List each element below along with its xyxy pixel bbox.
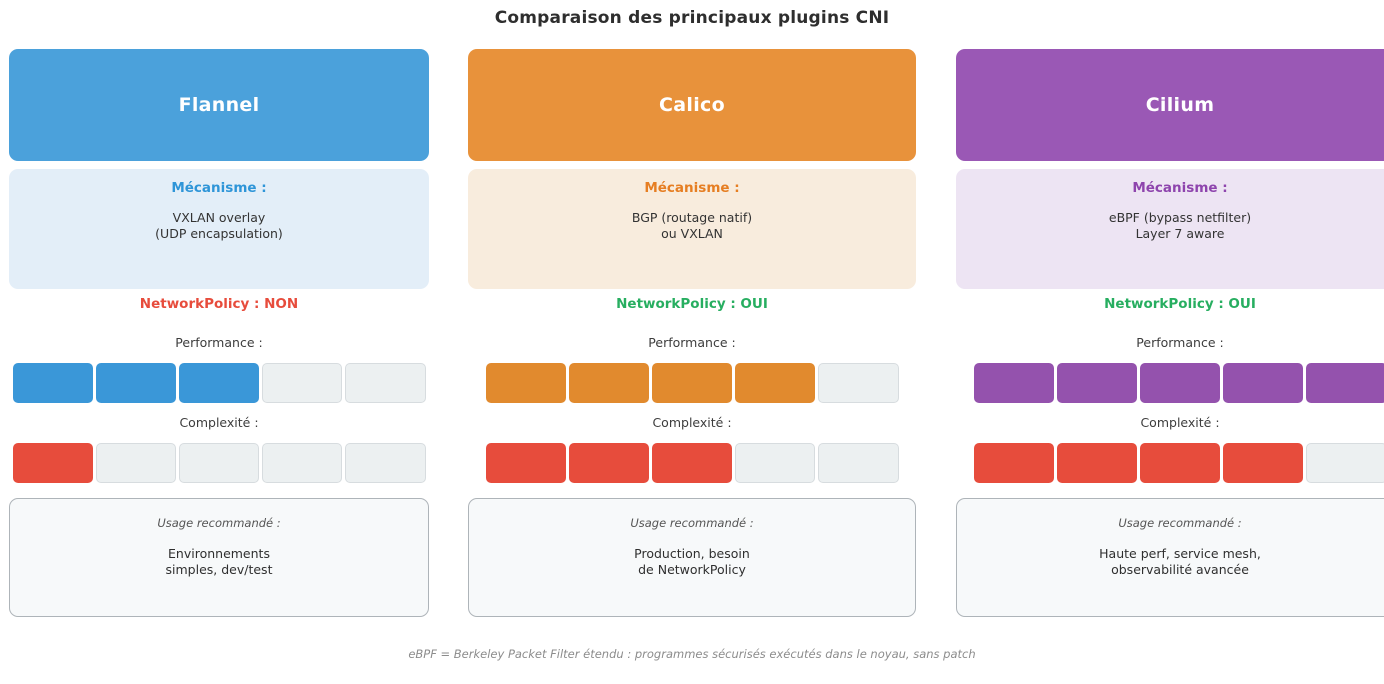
mechanism-card: Mécanisme : BGP (routage natif) ou VXLAN (468, 169, 916, 289)
complexity-label: Complexité : (179, 415, 259, 430)
network-policy-text: NetworkPolicy : OUI (616, 296, 768, 312)
complexity-segment (1056, 443, 1137, 483)
performance-segment (1223, 363, 1304, 403)
plugin-header-card: Calico (468, 49, 916, 161)
performance-label: Performance : (175, 335, 263, 350)
performance-segment (818, 363, 899, 403)
performance-segment (485, 363, 566, 403)
performance-segment (345, 363, 426, 403)
complexity-bar (485, 443, 899, 483)
mechanism-title: Mécanisme : (171, 180, 267, 196)
complexity-segment (973, 443, 1054, 483)
performance-segment (1056, 363, 1137, 403)
mechanism-card: Mécanisme : VXLAN overlay (UDP encapsula… (9, 169, 429, 289)
usage-line: observabilité avancée (1111, 561, 1249, 577)
mechanism-title: Mécanisme : (644, 180, 740, 196)
footnote: eBPF = Berkeley Packet Filter étendu : p… (408, 647, 976, 661)
network-policy-text: NetworkPolicy : NON (139, 296, 299, 312)
usage-description: Environnements simples, dev/test (10, 546, 428, 577)
complexity-segment (345, 443, 426, 483)
complexity-segment (95, 443, 176, 483)
mechanism-line: VXLAN overlay (172, 210, 266, 225)
usage-line: simples, dev/test (165, 561, 273, 577)
usage-line: Haute perf, service mesh, (1099, 546, 1261, 561)
usage-title: Usage recommandé : (157, 516, 281, 530)
plugin-column-calico: Calico Mécanisme : BGP (routage natif) o… (468, 49, 916, 617)
complexity-segment (651, 443, 733, 483)
performance-label: Performance : (1136, 335, 1224, 350)
plugin-column-flannel: Flannel Mécanisme : VXLAN overlay (UDP e… (9, 49, 429, 617)
complexity-bar (12, 443, 426, 483)
performance-segment (568, 363, 649, 403)
mechanism-card: Mécanisme : eBPF (bypass netfilter) Laye… (956, 169, 1384, 289)
mechanism-line: ou VXLAN (661, 225, 723, 241)
mechanism-title: Mécanisme : (1132, 180, 1228, 196)
performance-bar (485, 363, 899, 403)
performance-segment (262, 363, 343, 403)
mechanism-line: (UDP encapsulation) (155, 225, 283, 241)
complexity-segment (262, 443, 343, 483)
performance-bar (12, 363, 426, 403)
performance-label: Performance : (648, 335, 736, 350)
complexity-segment (568, 443, 649, 483)
usage-line: Environnements (168, 546, 270, 561)
performance-segment (178, 363, 260, 403)
complexity-segment (12, 443, 93, 483)
complexity-segment (1306, 443, 1384, 483)
network-policy-text: NetworkPolicy : OUI (1104, 296, 1256, 312)
performance-segment (1306, 363, 1384, 403)
plugin-header-card: Flannel (9, 49, 429, 161)
complexity-segment (1139, 443, 1221, 483)
performance-bar (973, 363, 1384, 403)
complexity-segment (818, 443, 899, 483)
usage-line: Production, besoin (634, 546, 750, 561)
page-title: Comparaison des principaux plugins CNI (494, 8, 890, 28)
usage-line: de NetworkPolicy (638, 561, 746, 577)
usage-card: Usage recommandé : Haute perf, service m… (956, 498, 1384, 617)
mechanism-description: eBPF (bypass netfilter) Layer 7 aware (956, 210, 1384, 241)
mechanism-line: eBPF (bypass netfilter) (1108, 210, 1252, 225)
plugin-column-cilium: Cilium Mécanisme : eBPF (bypass netfilte… (956, 49, 1384, 617)
performance-segment (651, 363, 733, 403)
usage-card: Usage recommandé : Environnements simple… (9, 498, 429, 617)
complexity-segment (485, 443, 566, 483)
performance-segment (1139, 363, 1221, 403)
usage-description: Haute perf, service mesh, observabilité … (957, 546, 1384, 577)
mechanism-description: BGP (routage natif) ou VXLAN (468, 210, 916, 241)
complexity-segment (735, 443, 816, 483)
complexity-bar (973, 443, 1384, 483)
performance-segment (12, 363, 93, 403)
mechanism-line: Layer 7 aware (1135, 225, 1225, 241)
usage-title: Usage recommandé : (630, 516, 754, 530)
complexity-segment (1223, 443, 1304, 483)
complexity-segment (178, 443, 260, 483)
performance-segment (95, 363, 176, 403)
mechanism-description: VXLAN overlay (UDP encapsulation) (9, 210, 429, 241)
complexity-label: Complexité : (652, 415, 732, 430)
mechanism-line: BGP (routage natif) (631, 210, 753, 225)
complexity-label: Complexité : (1140, 415, 1220, 430)
usage-title: Usage recommandé : (1118, 516, 1242, 530)
plugin-header-card: Cilium (956, 49, 1384, 161)
usage-description: Production, besoin de NetworkPolicy (469, 546, 915, 577)
usage-card: Usage recommandé : Production, besoin de… (468, 498, 916, 617)
performance-segment (973, 363, 1054, 403)
performance-segment (735, 363, 816, 403)
